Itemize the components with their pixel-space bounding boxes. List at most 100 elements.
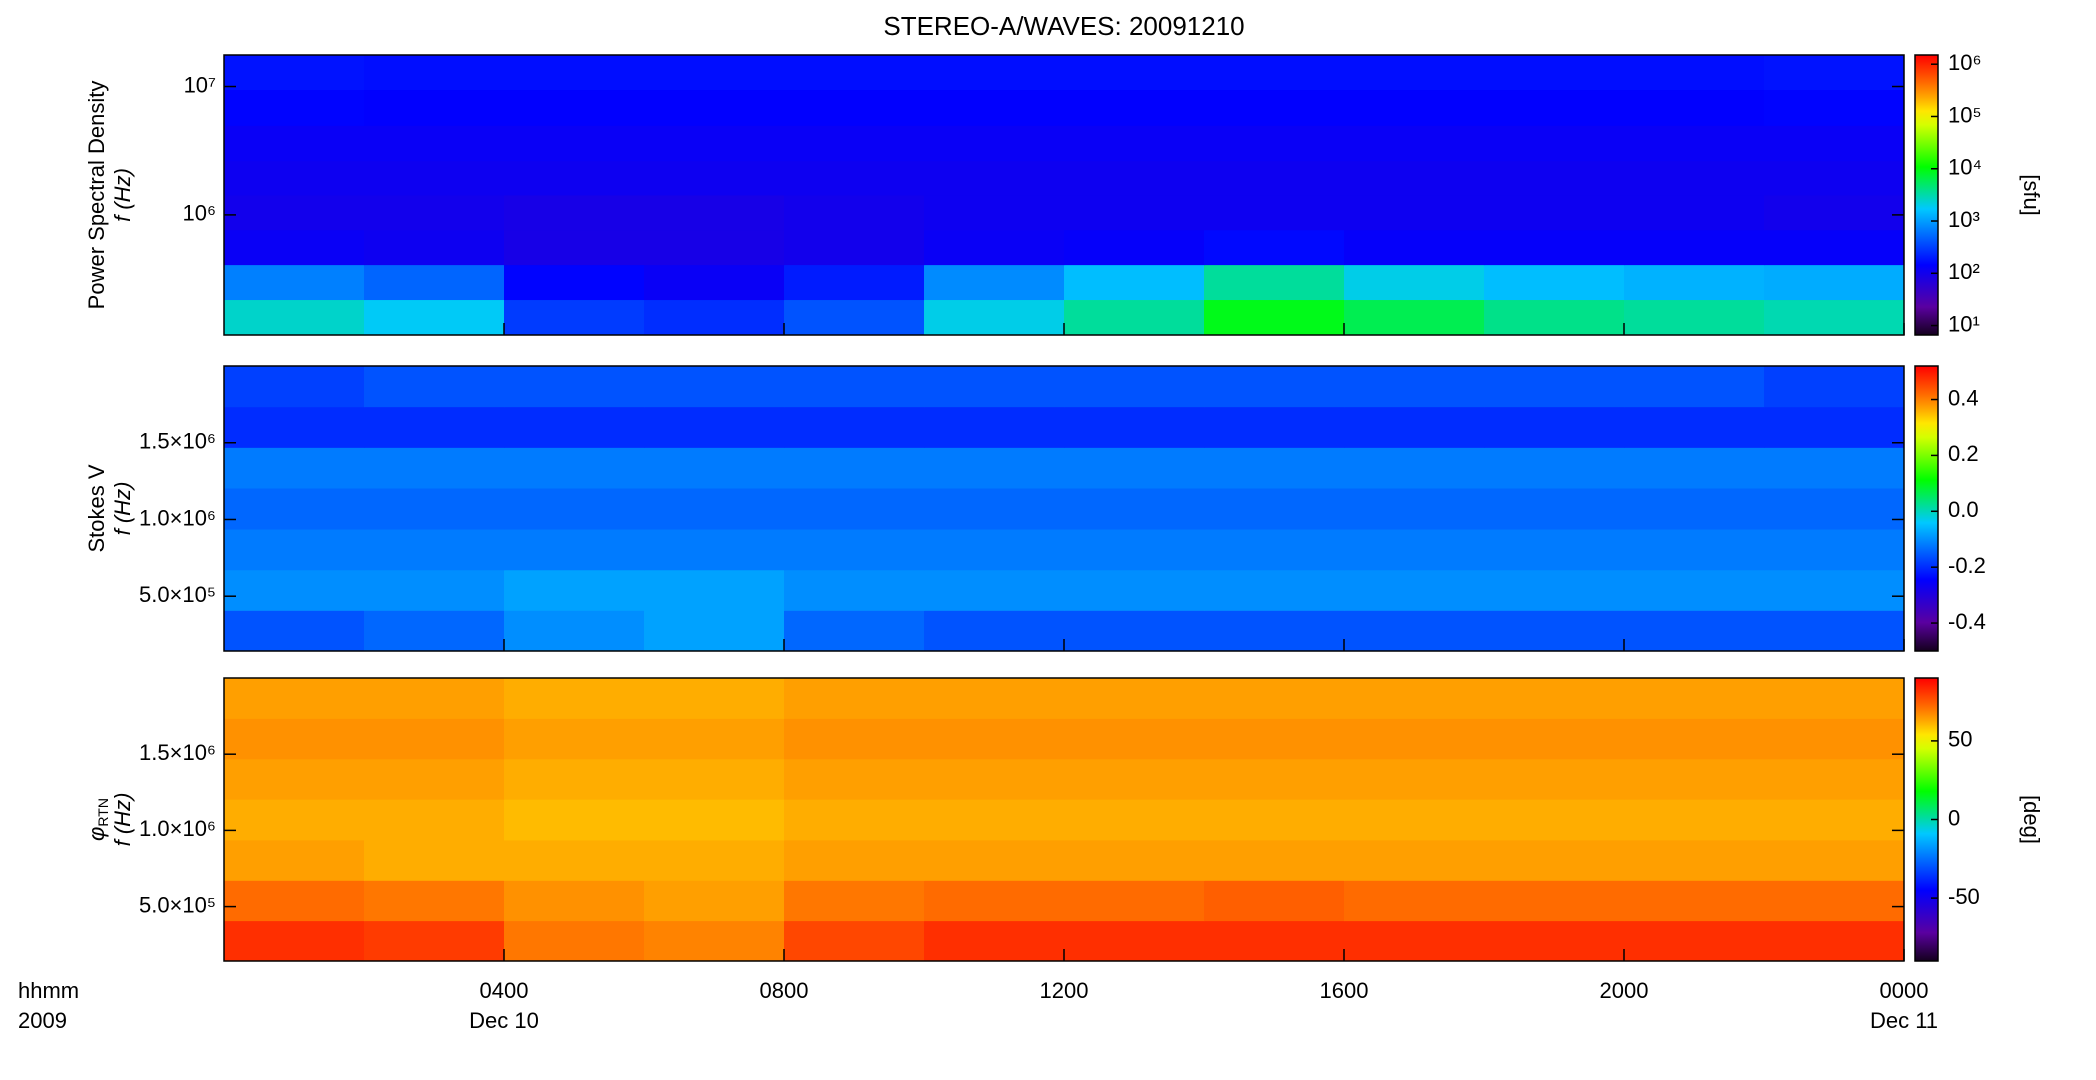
colorbar-tick-label: -0.4 bbox=[1948, 609, 1986, 634]
heatmap-cell bbox=[1484, 447, 1625, 489]
heatmap-cell bbox=[1764, 488, 1905, 530]
heatmap-cell bbox=[1344, 799, 1485, 841]
heatmap-cell bbox=[224, 89, 365, 126]
colorbar-tick-label: 0.2 bbox=[1948, 441, 1979, 466]
heatmap-cell bbox=[1064, 447, 1205, 489]
heatmap-cell bbox=[1624, 160, 1765, 196]
heatmap-cell bbox=[924, 880, 1065, 922]
heatmap-cell bbox=[1204, 299, 1345, 336]
heatmap-cell bbox=[1064, 194, 1205, 231]
heatmap-cell bbox=[1204, 799, 1345, 841]
heatmap-cell bbox=[504, 799, 645, 841]
colorbar-tick-label: 10⁵ bbox=[1948, 102, 1982, 127]
heatmap-cell bbox=[924, 89, 1065, 126]
heatmap-cell bbox=[924, 55, 1065, 91]
heatmap-cell bbox=[644, 718, 785, 760]
heatmap-cell bbox=[924, 366, 1065, 408]
heatmap-cell bbox=[1064, 55, 1205, 91]
heatmap-cell bbox=[1484, 160, 1625, 196]
heatmap-cell bbox=[1624, 406, 1765, 448]
heatmap-cell bbox=[1064, 610, 1205, 652]
heatmap-cell bbox=[1624, 194, 1765, 231]
heatmap-cell bbox=[924, 610, 1065, 652]
heatmap-cell bbox=[1484, 488, 1625, 530]
heatmap-cell bbox=[1064, 89, 1205, 126]
heatmap-cell bbox=[924, 839, 1065, 881]
heatmap-cell bbox=[364, 194, 505, 231]
colorbar-tick-label: 10² bbox=[1948, 259, 1980, 284]
heatmap-cell bbox=[784, 160, 925, 196]
heatmap-cell bbox=[644, 125, 785, 162]
heatmap-cell bbox=[504, 718, 645, 760]
heatmap-cell bbox=[504, 229, 645, 266]
heatmap-cell bbox=[1064, 758, 1205, 800]
heatmap-cell bbox=[504, 406, 645, 448]
heatmap-cell bbox=[924, 718, 1065, 760]
heatmap-cell bbox=[1484, 758, 1625, 800]
heatmap-cell bbox=[224, 299, 365, 336]
y-tick-label: 5.0×10⁵ bbox=[139, 582, 216, 607]
heatmap-cell bbox=[1764, 264, 1905, 301]
heatmap-cell bbox=[504, 569, 645, 611]
heatmap-cell bbox=[364, 160, 505, 196]
heatmap-cell bbox=[1064, 406, 1205, 448]
heatmap-cell bbox=[1064, 569, 1205, 611]
heatmap-cell bbox=[504, 299, 645, 336]
colorbar-tick-label: 10¹ bbox=[1948, 311, 1980, 336]
heatmap-cell bbox=[1484, 194, 1625, 231]
colorbar-tick-label: 10³ bbox=[1948, 207, 1980, 232]
heatmap-cell bbox=[924, 569, 1065, 611]
heatmap-cell bbox=[1624, 799, 1765, 841]
heatmap-cell bbox=[1344, 299, 1485, 336]
heatmap-cell bbox=[1624, 758, 1765, 800]
heatmap-cell bbox=[1344, 89, 1485, 126]
y-axis-label: f (Hz) bbox=[110, 168, 135, 222]
heatmap-cell bbox=[784, 55, 925, 91]
heatmap-cell bbox=[364, 447, 505, 489]
heatmap-cell bbox=[784, 920, 925, 962]
heatmap-cell bbox=[504, 125, 645, 162]
heatmap-cell bbox=[644, 678, 785, 719]
heatmap-cell bbox=[1484, 718, 1625, 760]
colorbar-tick-label: -50 bbox=[1948, 884, 1980, 909]
heatmap-cell bbox=[224, 55, 365, 91]
heatmap-cell bbox=[1344, 920, 1485, 962]
heatmap-cell bbox=[364, 610, 505, 652]
heatmap-cell bbox=[1204, 839, 1345, 881]
heatmap-cell bbox=[644, 758, 785, 800]
heatmap-cell bbox=[644, 89, 785, 126]
heatmap-cell bbox=[784, 229, 925, 266]
heatmap-cell bbox=[1064, 880, 1205, 922]
heatmap-cell bbox=[504, 55, 645, 91]
heatmap-cell bbox=[1344, 366, 1485, 408]
heatmap-cell bbox=[1624, 529, 1765, 571]
heatmap-cell bbox=[364, 569, 505, 611]
heatmap-cell bbox=[1484, 89, 1625, 126]
x-tick-label: 0400 bbox=[480, 978, 529, 1003]
heatmap-cell bbox=[504, 264, 645, 301]
heatmap-cell bbox=[1484, 299, 1625, 336]
heatmap-cell bbox=[924, 920, 1065, 962]
heatmap-cell bbox=[784, 447, 925, 489]
heatmap-cell bbox=[1484, 125, 1625, 162]
heatmap-cell bbox=[1764, 880, 1905, 922]
heatmap-cell bbox=[1204, 125, 1345, 162]
heatmap-cell bbox=[1344, 406, 1485, 448]
heatmap-cell bbox=[784, 569, 925, 611]
heatmap-cell bbox=[1344, 758, 1485, 800]
heatmap-cell bbox=[1344, 160, 1485, 196]
heatmap-cell bbox=[224, 125, 365, 162]
heatmap-cell bbox=[1484, 529, 1625, 571]
heatmap-cell bbox=[1204, 406, 1345, 448]
heatmap-cell bbox=[784, 678, 925, 719]
heatmap-cell bbox=[1064, 678, 1205, 719]
heatmap-cell bbox=[784, 610, 925, 652]
heatmap-cell bbox=[1064, 839, 1205, 881]
y-axis-label-subscript: RTN bbox=[95, 798, 111, 827]
heatmap-cell bbox=[1344, 718, 1485, 760]
heatmap-cell bbox=[1344, 55, 1485, 91]
heatmap-cell bbox=[1764, 229, 1905, 266]
heatmap-cell bbox=[224, 160, 365, 196]
heatmap-cell bbox=[364, 89, 505, 126]
heatmap-cell bbox=[1764, 89, 1905, 126]
